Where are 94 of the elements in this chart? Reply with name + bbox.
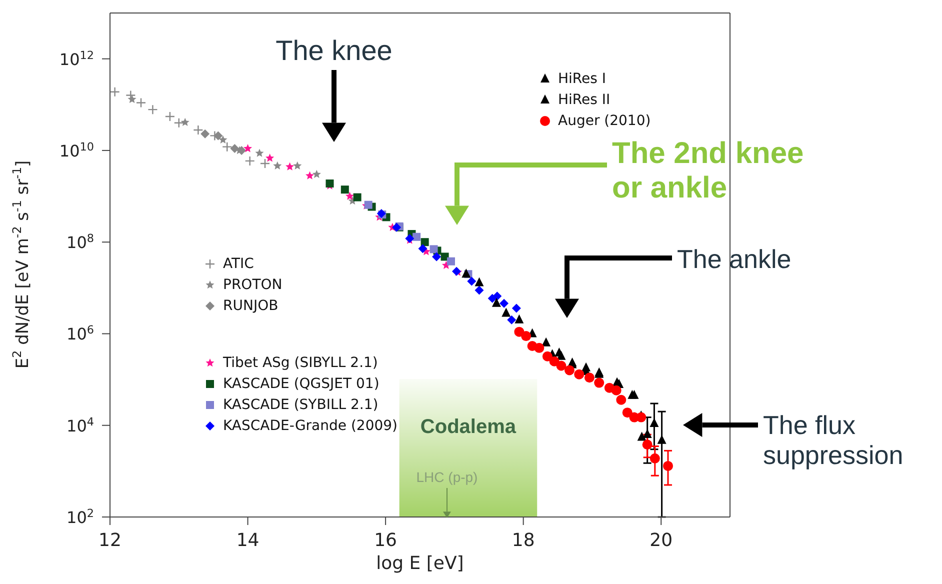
point xyxy=(447,257,455,266)
point xyxy=(218,135,228,144)
y-tick-label: 10$^{8}$ xyxy=(66,232,94,252)
point xyxy=(306,171,314,180)
point xyxy=(148,104,158,115)
point xyxy=(180,118,190,126)
point xyxy=(637,432,646,441)
point xyxy=(521,331,532,342)
point xyxy=(474,286,484,295)
y-tick-label: 10$^{12}$ xyxy=(59,48,94,69)
point xyxy=(430,245,438,254)
point xyxy=(174,118,184,128)
point xyxy=(582,362,591,372)
y-tick-label: 10$^{6}$ xyxy=(66,323,94,344)
point xyxy=(642,429,652,438)
point xyxy=(128,94,136,104)
point xyxy=(364,200,372,209)
point xyxy=(440,252,449,261)
x-tick-label: 20 xyxy=(650,530,673,551)
point xyxy=(492,292,502,301)
point xyxy=(237,146,246,155)
point xyxy=(164,111,176,122)
point xyxy=(432,252,442,262)
annotation: The 2nd knee or ankle xyxy=(612,137,804,204)
point xyxy=(611,385,622,396)
point xyxy=(353,193,362,202)
point xyxy=(222,142,232,152)
point xyxy=(200,129,210,138)
annotation: The knee xyxy=(276,35,392,66)
x-tick-label: 18 xyxy=(512,530,535,551)
point xyxy=(514,314,524,324)
point xyxy=(110,86,120,97)
point xyxy=(534,342,544,353)
point xyxy=(244,156,255,166)
point xyxy=(467,276,476,286)
point xyxy=(500,298,509,308)
annotation: LHC (p-p) xyxy=(416,469,478,485)
point xyxy=(594,378,604,388)
legend-label: RUNJOB xyxy=(223,298,278,314)
legend-label: KASCADE-Grande (2009) xyxy=(223,418,398,434)
legend-label: PROTON xyxy=(223,276,282,292)
point xyxy=(255,148,264,157)
legend-label: Auger (2010) xyxy=(558,112,651,128)
point xyxy=(244,144,252,152)
point xyxy=(657,434,666,444)
point xyxy=(642,440,652,450)
point xyxy=(230,144,240,154)
point xyxy=(622,408,632,418)
point xyxy=(636,412,646,422)
point xyxy=(286,162,294,170)
point xyxy=(260,158,270,169)
point xyxy=(574,369,584,380)
point xyxy=(512,304,521,313)
legend-label: Tibet ASg (SIBYLL 2.1) xyxy=(223,354,378,370)
point xyxy=(312,170,321,178)
point xyxy=(420,238,429,246)
y-tick-label: 10$^{2}$ xyxy=(66,506,94,527)
text: The flux suppression xyxy=(763,410,904,470)
point xyxy=(392,222,402,232)
point xyxy=(214,131,223,140)
y-tick-label: 10$^{4}$ xyxy=(66,414,94,436)
point xyxy=(462,268,471,278)
point xyxy=(340,186,349,194)
x-axis-title: log E [eV] xyxy=(376,553,464,574)
x-tick-label: 14 xyxy=(236,530,260,551)
point xyxy=(266,154,274,162)
y-tick-label: 10$^{10}$ xyxy=(59,140,94,160)
band-label: Codalema xyxy=(420,416,517,438)
point xyxy=(650,453,660,464)
legend-label: HiRes II xyxy=(558,92,610,108)
point xyxy=(293,161,302,170)
point xyxy=(492,298,501,307)
legend-label: ATIC xyxy=(223,256,254,272)
point xyxy=(663,460,673,471)
point xyxy=(564,365,574,376)
x-tick-label: 16 xyxy=(374,530,398,551)
point xyxy=(507,315,516,324)
legend-label: HiRes I xyxy=(558,70,606,86)
point xyxy=(542,337,551,346)
x-tick-label: 12 xyxy=(98,530,122,551)
point xyxy=(273,161,282,170)
point xyxy=(474,277,484,286)
point xyxy=(136,98,146,108)
point xyxy=(345,192,354,200)
legend-label: KASCADE (QGSJET 01) xyxy=(223,376,380,392)
point xyxy=(616,394,626,405)
point xyxy=(584,372,594,383)
point xyxy=(502,308,511,317)
point xyxy=(418,244,428,254)
point xyxy=(412,232,421,241)
point xyxy=(542,351,552,362)
legend-label: KASCADE (SYBILL 2.1) xyxy=(223,396,378,412)
point xyxy=(193,124,204,136)
point xyxy=(556,360,566,371)
